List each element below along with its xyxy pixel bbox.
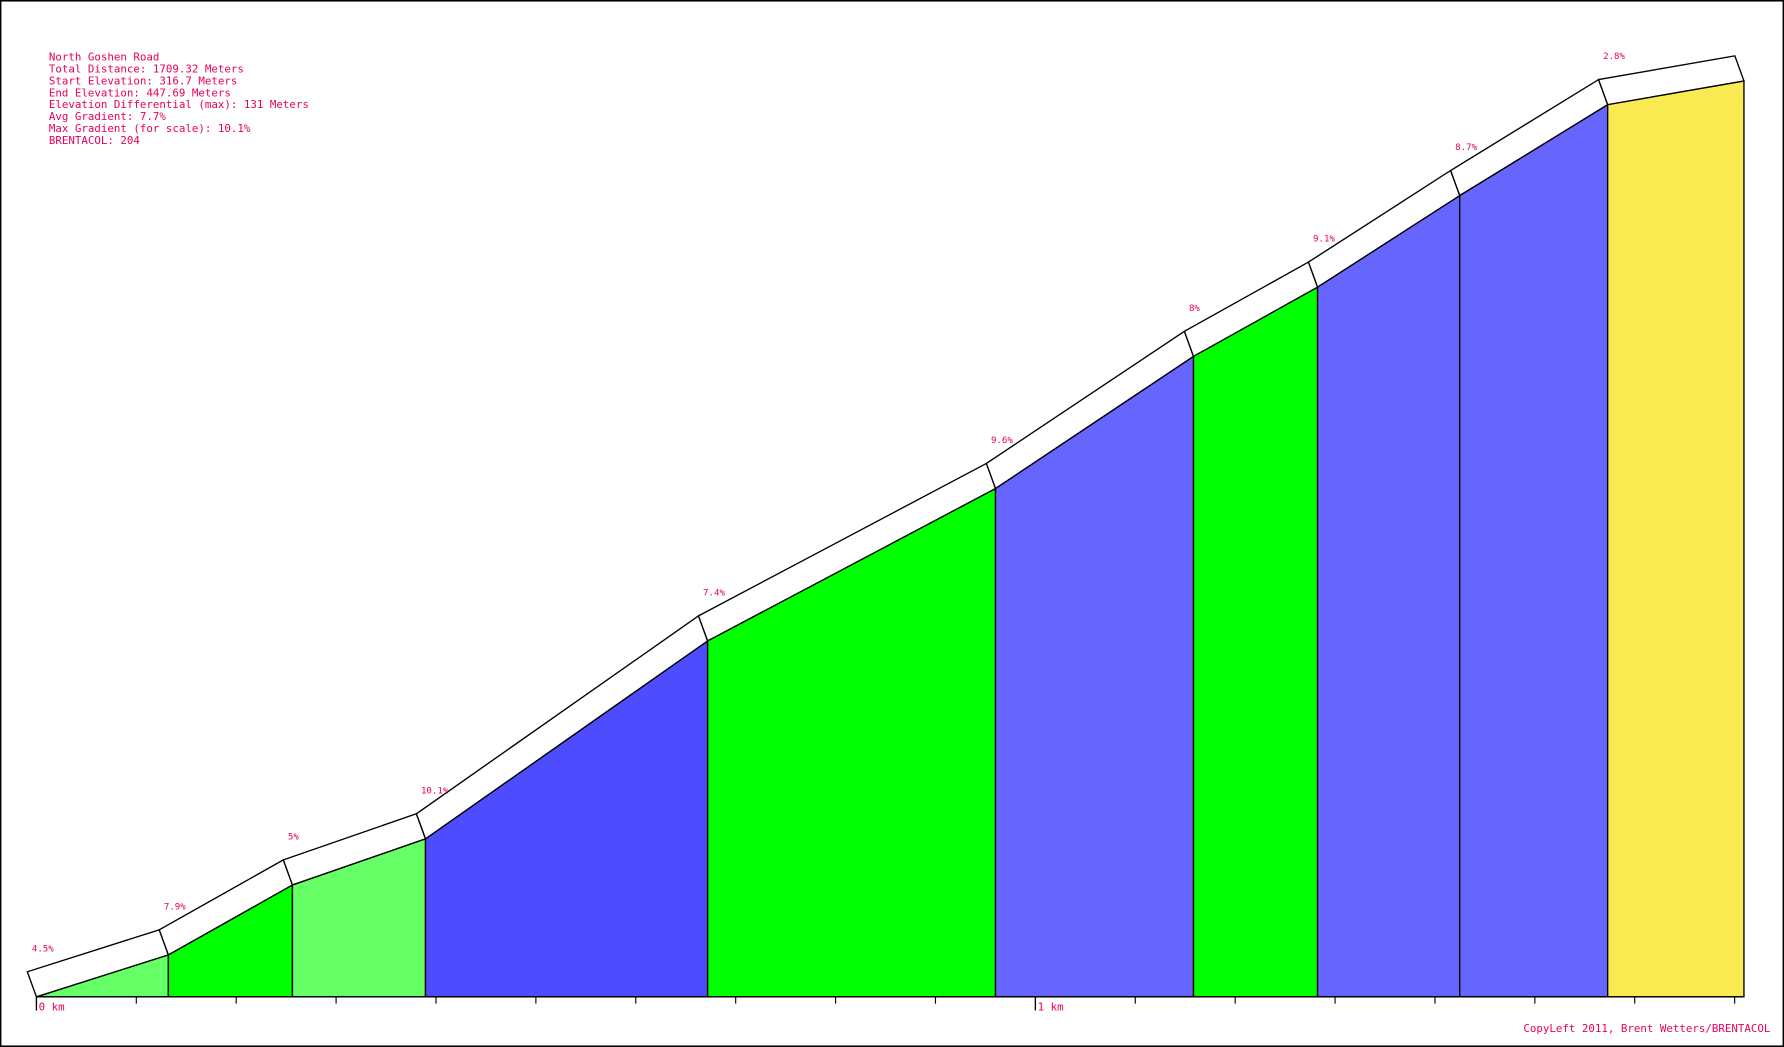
info-line: Total Distance: 1709.32 Meters: [49, 62, 244, 75]
x-tick-label: 0 km: [39, 1000, 65, 1013]
segment: [1316, 194, 1461, 998]
x-tick-label: 1 km: [1038, 1000, 1064, 1013]
info-line: North Goshen Road: [49, 50, 160, 63]
gradient-label: 8.7%: [1455, 143, 1477, 153]
info-line: Start Elevation: 316.7 Meters: [49, 74, 238, 87]
segment: [1192, 285, 1319, 998]
info-line: End Elevation: 447.69 Meters: [49, 86, 231, 99]
segment: [1606, 80, 1745, 998]
footer: CopyLeft 2011, Brent Wetters/BRENTACOL: [1523, 1022, 1770, 1035]
info-line: BRENTACOL: 204: [49, 134, 140, 147]
gradient-label: 4.5%: [32, 944, 54, 954]
gradient-label: 9.6%: [991, 436, 1013, 446]
gradient-label: 5%: [288, 832, 299, 842]
info-line: Max Gradient (for scale): 10.1%: [49, 122, 251, 135]
gradient-label: 8%: [1189, 304, 1200, 314]
road-band: [1597, 55, 1745, 106]
gradient-label: 7.4%: [703, 588, 725, 598]
gradient-label: 7.9%: [164, 902, 186, 912]
gradient-label: 10.1%: [421, 786, 449, 796]
segment: [1459, 103, 1609, 998]
info-line: Elevation Differential (max): 131 Meters: [49, 98, 309, 111]
info-line: Avg Gradient: 7.7%: [49, 110, 167, 123]
gradient-label: 9.1%: [1313, 235, 1335, 245]
gradient-label: 2.8%: [1603, 52, 1625, 62]
